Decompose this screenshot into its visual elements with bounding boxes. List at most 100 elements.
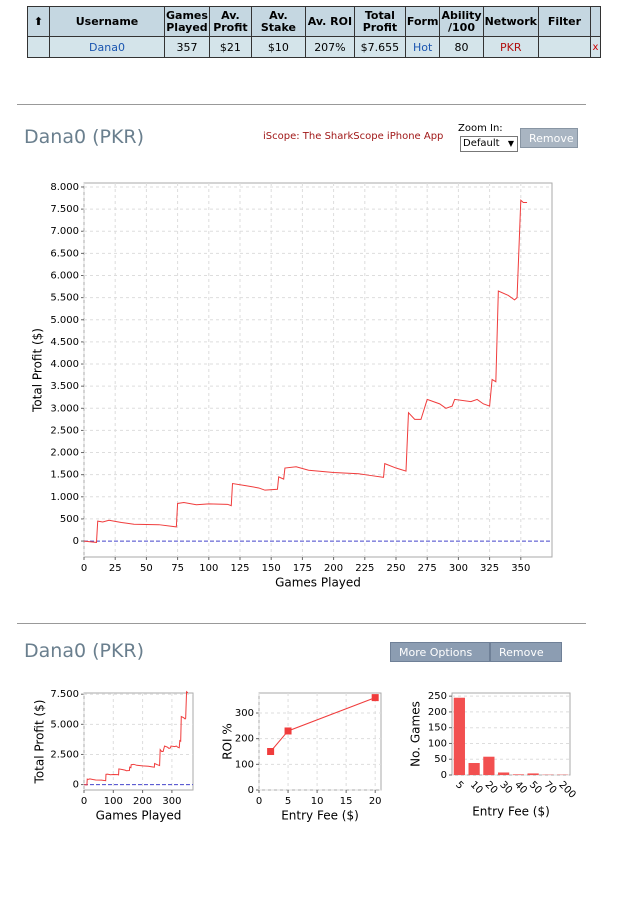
zoom-value: Default xyxy=(463,138,500,149)
header[interactable]: Network xyxy=(482,6,539,37)
bar xyxy=(512,774,524,775)
header[interactable]: Username xyxy=(49,6,165,37)
y-tick-label: 5.500 xyxy=(50,293,79,304)
x-tick-label: 10 xyxy=(468,779,485,796)
x-tick-label: 50 xyxy=(140,563,153,574)
x-axis-label: Games Played xyxy=(96,809,182,823)
y-tick-label: 100 xyxy=(428,738,447,749)
y-tick-label: 500 xyxy=(60,514,79,525)
remove-x[interactable]: x xyxy=(589,36,601,58)
header xyxy=(589,6,601,37)
section-title: Dana0 (PKR) xyxy=(24,126,145,148)
more-options-button[interactable]: More Options xyxy=(390,642,490,662)
y-tick-label: 50 xyxy=(434,754,447,765)
x-tick-label: 20 xyxy=(483,779,500,796)
y-tick-label: 7.000 xyxy=(50,226,79,237)
y-axis-label: ROI % xyxy=(221,723,235,760)
header[interactable]: Total Profit xyxy=(353,6,406,37)
iscope-link[interactable]: iScope: The SharkScope iPhone App xyxy=(263,131,444,142)
zoom-select[interactable]: Default ▼ xyxy=(460,136,518,152)
cell xyxy=(537,36,591,58)
x-tick-label: 200 xyxy=(324,563,343,574)
x-tick-label: 20 xyxy=(369,796,382,807)
cell: $10 xyxy=(250,36,306,58)
y-tick-label: 0 xyxy=(73,780,79,791)
x-tick-label: 150 xyxy=(262,563,281,574)
x-tick-label: 300 xyxy=(162,796,181,807)
bar xyxy=(468,763,480,775)
header[interactable]: Av. ROI xyxy=(304,6,355,37)
x-axis-label: Entry Fee ($) xyxy=(281,809,359,823)
x-tick-label: 75 xyxy=(171,563,184,574)
y-tick-label: 5.000 xyxy=(50,719,79,730)
x-tick-label: 50 xyxy=(527,779,544,796)
divider xyxy=(17,623,586,624)
y-tick-label: 3.000 xyxy=(50,403,79,414)
x-tick-label: 125 xyxy=(230,563,249,574)
plot-area xyxy=(258,692,382,791)
x-tick-label: 225 xyxy=(355,563,374,574)
y-tick-label: 8.000 xyxy=(50,182,79,193)
y-tick-label: 2.500 xyxy=(50,749,79,760)
y-tick-label: 6.500 xyxy=(50,248,79,259)
data-line xyxy=(83,690,189,786)
y-tick-label: 7.500 xyxy=(50,689,79,700)
y-tick-label: 4.000 xyxy=(50,359,79,370)
cell[interactable]: Dana0 xyxy=(49,36,165,58)
x-tick-label: 350 xyxy=(511,563,530,574)
x-tick-label: 100 xyxy=(104,796,123,807)
bar xyxy=(453,697,465,775)
x-axis-label: Games Played xyxy=(275,576,361,590)
divider xyxy=(17,104,586,105)
remove-button[interactable]: Remove xyxy=(520,128,578,148)
x-tick-label: 300 xyxy=(449,563,468,574)
x-tick-label: 0 xyxy=(81,796,87,807)
y-tick-label: 150 xyxy=(428,723,447,734)
y-tick-label: 6.000 xyxy=(50,271,79,282)
x-tick-label: 0 xyxy=(256,796,262,807)
sort-icon[interactable]: ⬆ xyxy=(27,6,50,37)
cell: 207% xyxy=(304,36,355,58)
y-axis-label: Total Profit ($) xyxy=(31,328,45,413)
plot-area xyxy=(83,182,553,558)
cell: 357 xyxy=(164,36,210,58)
x-tick-label: 15 xyxy=(340,796,353,807)
plot-area xyxy=(83,692,194,791)
y-tick-label: 0 xyxy=(441,770,447,781)
data-point xyxy=(284,727,292,735)
x-tick-label: 250 xyxy=(386,563,405,574)
y-tick-label: 0 xyxy=(73,536,79,547)
x-axis-label: Entry Fee ($) xyxy=(472,805,550,819)
x-tick-label: 5 xyxy=(453,779,465,791)
x-tick-label: 200 xyxy=(133,796,152,807)
dropdown-arrow: ▼ xyxy=(507,139,514,148)
cell: $7.655 xyxy=(353,36,406,58)
data-line xyxy=(83,199,528,543)
x-tick-label: 40 xyxy=(512,779,529,796)
plot-area xyxy=(451,692,571,776)
header[interactable]: Av. Stake xyxy=(250,6,306,37)
remove-button[interactable]: Remove xyxy=(490,642,562,662)
header[interactable]: Games Played xyxy=(164,6,210,37)
y-tick-label: 4.500 xyxy=(50,337,79,348)
y-tick-label: 7.500 xyxy=(50,204,79,215)
x-tick-label: 0 xyxy=(81,563,87,574)
x-tick-label: 200 xyxy=(556,779,577,800)
header[interactable]: Av. Profit xyxy=(208,6,252,37)
section-title: Dana0 (PKR) xyxy=(24,640,145,662)
y-tick-label: 1.500 xyxy=(50,470,79,481)
header[interactable]: Form xyxy=(404,6,441,37)
data-point xyxy=(371,694,379,702)
y-tick-label: 100 xyxy=(235,759,254,770)
header[interactable]: Filter xyxy=(537,6,591,37)
y-axis-label: No. Games xyxy=(409,701,423,767)
x-tick-label: 275 xyxy=(418,563,437,574)
x-tick-label: 25 xyxy=(109,563,122,574)
cell: Hot xyxy=(404,36,441,58)
header[interactable]: Ability /100 xyxy=(439,6,484,37)
x-tick-label: 175 xyxy=(293,563,312,574)
x-tick-label: 5 xyxy=(285,796,291,807)
y-tick-label: 2.500 xyxy=(50,425,79,436)
